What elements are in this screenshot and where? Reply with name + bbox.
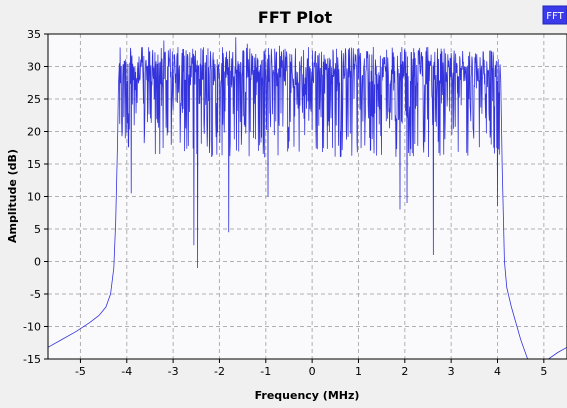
legend-swatch[interactable] bbox=[542, 5, 567, 25]
fft-trace-edge bbox=[548, 346, 567, 359]
y-tick-label: -15 bbox=[23, 353, 41, 366]
y-tick-label: -10 bbox=[23, 321, 41, 334]
y-tick-label: 5 bbox=[34, 223, 41, 236]
x-tick-label: -4 bbox=[121, 365, 132, 378]
y-tick-label: 0 bbox=[34, 256, 41, 269]
x-tick-label: 1 bbox=[355, 365, 362, 378]
y-tick-label: -5 bbox=[30, 288, 41, 301]
chart-title: FFT Plot bbox=[258, 8, 333, 27]
x-axis-label: Frequency (MHz) bbox=[255, 389, 360, 402]
y-axis-label: Amplitude (dB) bbox=[6, 149, 19, 243]
y-tick-label: 30 bbox=[27, 61, 41, 74]
fft-trace bbox=[48, 37, 529, 359]
y-tick-label: 35 bbox=[27, 28, 41, 41]
legend[interactable]: FFT bbox=[542, 5, 567, 25]
y-tick-label: 20 bbox=[27, 126, 41, 139]
x-tick-label: -2 bbox=[214, 365, 225, 378]
x-tick-label: 2 bbox=[401, 365, 408, 378]
x-tick-label: -1 bbox=[260, 365, 271, 378]
x-axis-ticks: -5 -4 -3 -2 -1 0 1 2 3 4 5 bbox=[75, 359, 547, 378]
legend-label[interactable]: FFT bbox=[546, 11, 564, 22]
y-axis-ticks: -15 -10 -5 0 5 10 15 20 25 30 35 bbox=[23, 28, 48, 366]
x-tick-label: 4 bbox=[494, 365, 501, 378]
x-tick-label: 0 bbox=[309, 365, 316, 378]
y-tick-label: 25 bbox=[27, 93, 41, 106]
x-tick-label: -3 bbox=[168, 365, 179, 378]
y-tick-label: 15 bbox=[27, 158, 41, 171]
x-tick-label: 3 bbox=[448, 365, 455, 378]
series-fft bbox=[48, 37, 567, 359]
x-tick-label: 5 bbox=[540, 365, 547, 378]
y-tick-label: 10 bbox=[27, 191, 41, 204]
x-tick-label: -5 bbox=[75, 365, 86, 378]
